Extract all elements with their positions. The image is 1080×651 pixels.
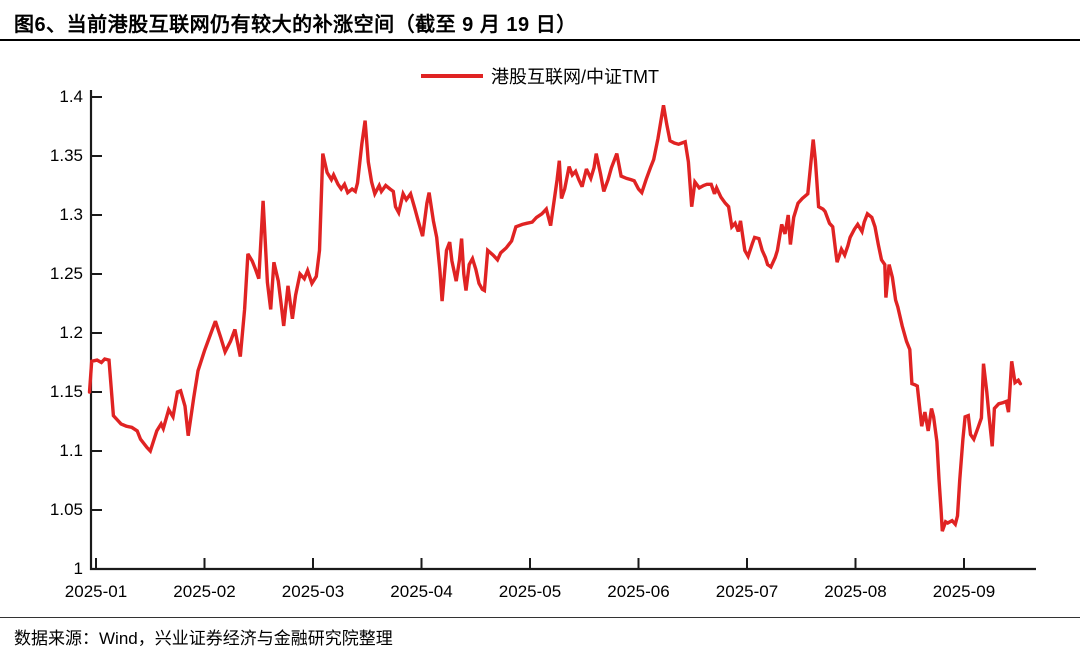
chart-legend: 港股互联网/中证TMT <box>0 63 1080 89</box>
x-tick-label: 2025-07 <box>715 582 779 601</box>
x-tick-label: 2025-08 <box>824 582 887 601</box>
y-tick-label: 1.15 <box>49 382 83 401</box>
y-tick-label: 1 <box>73 559 83 578</box>
legend-label: 港股互联网/中证TMT <box>491 67 659 87</box>
footer-rule <box>0 617 1080 618</box>
y-tick-label: 1.35 <box>49 146 83 165</box>
x-tick-label: 2025-02 <box>173 582 236 601</box>
title-rule <box>0 39 1080 41</box>
x-tick-label: 2025-05 <box>498 582 562 601</box>
y-tick-label: 1.1 <box>59 441 83 460</box>
legend-line-icon <box>421 74 483 78</box>
x-tick-label: 2025-06 <box>607 582 670 601</box>
x-tick-label: 2025-03 <box>281 582 345 601</box>
axis-lines <box>89 90 1036 571</box>
x-tick-label: 2025-04 <box>390 582 453 601</box>
page-title: 图6、当前港股互联网仍有较大的补涨空间（截至 9 月 19 日） <box>14 14 577 36</box>
y-tick-label: 1.2 <box>59 323 83 342</box>
y-tick-label: 1.05 <box>49 500 83 519</box>
y-tick-label: 1.3 <box>59 205 83 224</box>
y-tick-label: 1.25 <box>49 264 83 283</box>
y-tick-label: 1.4 <box>59 87 83 106</box>
source-note: 数据来源：Wind，兴业证券经济与金融研究院整理 <box>14 629 393 648</box>
x-tick-label: 2025-01 <box>64 582 128 601</box>
x-tick-label: 2025-09 <box>932 582 996 601</box>
series-line <box>87 105 1023 532</box>
